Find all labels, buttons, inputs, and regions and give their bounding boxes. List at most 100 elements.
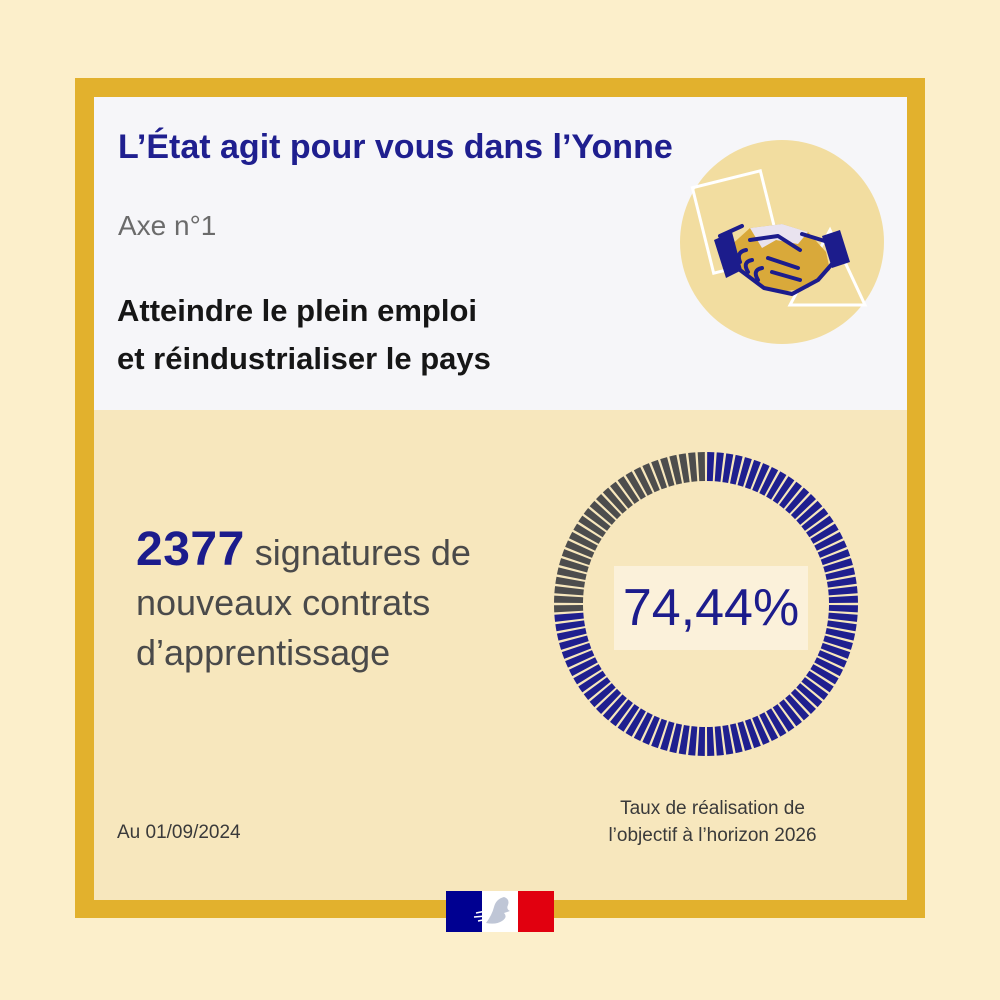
progress-segment-done: [785, 694, 810, 721]
progress-segment-done: [633, 712, 653, 742]
percentage-value: 74,44%: [622, 579, 800, 637]
progress-segment-done: [759, 712, 779, 742]
progress-segment-done: [610, 699, 633, 727]
progress-segment-done: [722, 453, 734, 484]
progress-segment-done: [625, 708, 646, 737]
progress-segment-done: [817, 650, 847, 668]
progress-segment-remaining: [642, 463, 660, 493]
progress-segment-remaining: [651, 459, 668, 490]
progress-segment-remaining: [583, 508, 611, 531]
progress-segment-done: [796, 500, 823, 525]
progress-segment-done: [759, 466, 779, 496]
progress-segment-done: [823, 635, 853, 650]
progress-segment-remaining: [625, 471, 646, 500]
handshake-icon: [680, 140, 884, 344]
progress-segment-done: [796, 683, 823, 708]
stat-number: 2377: [136, 523, 245, 576]
progress-segment-remaining: [561, 549, 592, 566]
progress-segment-done: [828, 612, 858, 622]
progress-segment-done: [772, 476, 795, 504]
progress-segment-done: [602, 694, 627, 721]
progress-segment-done: [826, 576, 857, 588]
progress-segment-done: [697, 726, 706, 756]
progress-segment-remaining: [633, 466, 653, 496]
progress-segment-done: [554, 612, 584, 622]
progress-segment-done: [828, 586, 858, 596]
progress-segment-remaining: [554, 586, 584, 596]
progress-segment-done: [556, 627, 587, 641]
progress-segment-done: [565, 650, 595, 668]
progress-segment-done: [651, 718, 668, 749]
caption-line-1: Taux de réalisation de: [620, 798, 805, 819]
progress-segment-done: [820, 549, 851, 566]
progress-segment-done: [828, 604, 858, 613]
progress-segment-done: [790, 688, 816, 714]
progress-segment-done: [785, 487, 810, 514]
progress-segment-remaining: [678, 453, 690, 484]
progress-segment-done: [814, 657, 844, 677]
progress-segment-done: [779, 699, 802, 727]
progress-segment-done: [810, 664, 839, 685]
progress-segment-done: [729, 454, 743, 485]
progress-segment-done: [589, 683, 616, 708]
progress-segment-done: [825, 627, 856, 641]
progress-segment-remaining: [697, 452, 706, 482]
progress-segment-done: [555, 620, 586, 632]
stat-text-3: d’apprentissage: [136, 632, 391, 673]
progress-segment-remaining: [573, 523, 602, 544]
progress-segment-remaining: [688, 452, 698, 482]
progress-segment-done: [669, 723, 683, 754]
date-label: Au 01/09/2024: [117, 822, 241, 843]
progress-segment-done: [678, 724, 690, 755]
progress-segment-done: [752, 715, 770, 745]
progress-segment-done: [826, 620, 857, 632]
progress-segment-done: [810, 523, 839, 544]
progress-segment-remaining: [617, 476, 640, 504]
progress-segment-done: [729, 723, 743, 754]
progress-segment-done: [766, 708, 787, 737]
progress-segment-remaining: [660, 457, 675, 487]
progress-segment-done: [823, 558, 853, 573]
progress-segment-done: [766, 471, 787, 500]
progress-segment-done: [583, 677, 611, 700]
progress-segment-done: [790, 494, 816, 520]
progress-donut: [554, 452, 858, 756]
axis-label: Axe n°1: [118, 210, 217, 241]
progress-segment-remaining: [669, 454, 683, 485]
progress-segment-done: [660, 721, 675, 751]
progress-segment-done: [617, 704, 640, 732]
progress-segment-done: [801, 508, 829, 531]
progress-segment-done: [820, 642, 851, 659]
headline-line-2: et réindustrialiser le pays: [117, 341, 491, 376]
progress-segment-remaining: [555, 576, 586, 588]
progress-segment-done: [596, 688, 622, 714]
progress-segment-done: [688, 726, 698, 756]
stat-text-1: signatures de: [254, 532, 471, 573]
progress-segment-done: [559, 635, 589, 650]
caption-line-2: l’objectif à l’horizon 2026: [608, 825, 817, 846]
progress-segment-remaining: [554, 595, 584, 604]
stat-text-2: nouveaux contrats: [136, 582, 431, 623]
progress-segment-remaining: [602, 487, 627, 514]
progress-segment-done: [561, 642, 592, 659]
percentage-box: 74,44%: [614, 566, 808, 650]
progress-segment-done: [828, 595, 858, 604]
progress-segment-done: [737, 721, 752, 751]
progress-segment-done: [806, 515, 834, 538]
apprenticeship-stat: 2377 signatures de nouveaux contrats d’a…: [136, 525, 536, 678]
progress-segment-done: [578, 670, 606, 693]
progress-segment-done: [642, 715, 660, 745]
headline: Atteindre le plein emploi et réindustria…: [117, 287, 491, 383]
progress-segment-remaining: [554, 604, 584, 613]
progress-segment-done: [814, 531, 844, 551]
republique-francaise-flag-icon: [446, 891, 554, 932]
progress-segment-done: [744, 459, 761, 490]
progress-segment-done: [779, 481, 802, 509]
progress-segment-remaining: [568, 531, 598, 551]
progress-segment-remaining: [589, 500, 616, 525]
progress-segment-done: [706, 452, 715, 482]
progress-segment-remaining: [556, 567, 587, 581]
progress-segment-done: [573, 664, 602, 685]
progress-segment-remaining: [596, 494, 622, 520]
progress-segment-remaining: [565, 540, 595, 558]
